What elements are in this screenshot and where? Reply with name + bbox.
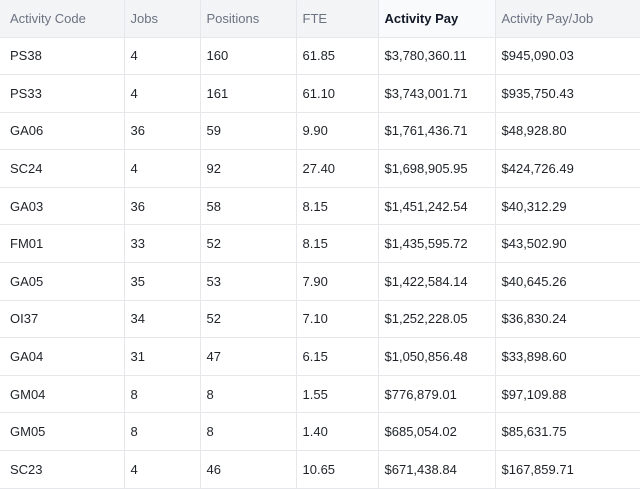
- cell-activity-pay-per-job: $935,750.43: [495, 74, 640, 113]
- cell-activity-pay-per-job: $97,109.88: [495, 375, 640, 414]
- table-header: Activity Code Jobs Positions FTE Activit…: [0, 0, 640, 38]
- table-row[interactable]: GM05 8 8 1.40 $685,054.02 $85,631.75: [0, 412, 640, 452]
- cell-activity-code: GM05: [0, 412, 125, 452]
- cell-activity-pay: $1,761,436.71: [378, 112, 496, 151]
- cell-fte: 10.65: [296, 450, 379, 489]
- cell-jobs: 4: [124, 149, 201, 188]
- cell-fte: 6.15: [296, 337, 379, 376]
- header-row: Activity Code Jobs Positions FTE Activit…: [0, 0, 640, 38]
- cell-activity-code: GA03: [0, 187, 125, 226]
- cell-jobs: 33: [124, 224, 201, 264]
- cell-fte: 7.10: [296, 300, 379, 339]
- cell-activity-pay-per-job: $945,090.03: [495, 37, 640, 76]
- cell-jobs: 4: [124, 74, 201, 113]
- cell-activity-pay: $3,743,001.71: [378, 74, 496, 113]
- cell-activity-pay: $3,780,360.11: [378, 37, 496, 76]
- cell-activity-pay-per-job: $40,312.29: [495, 187, 640, 226]
- cell-positions: 46: [200, 450, 297, 489]
- cell-activity-code: SC24: [0, 149, 125, 188]
- cell-fte: 7.90: [296, 262, 379, 301]
- column-header-activity-code[interactable]: Activity Code: [0, 0, 125, 38]
- cell-fte: 61.10: [296, 74, 379, 113]
- table-body: PS38 4 160 61.85 $3,780,360.11 $945,090.03 PS3…: [0, 37, 640, 489]
- cell-activity-pay: $671,438.84: [378, 450, 496, 489]
- cell-positions: 8: [200, 375, 297, 414]
- cell-activity-code: SC23: [0, 450, 125, 489]
- cell-activity-pay-per-job: $48,928.80: [495, 112, 640, 151]
- cell-activity-pay: $1,050,856.48: [378, 337, 496, 376]
- cell-activity-code: PS38: [0, 37, 125, 76]
- cell-jobs: 4: [124, 450, 201, 489]
- cell-positions: 47: [200, 337, 297, 376]
- cell-jobs: 8: [124, 375, 201, 414]
- cell-activity-pay: $1,422,584.14: [378, 262, 496, 301]
- cell-positions: 8: [200, 412, 297, 452]
- cell-activity-code: GA04: [0, 337, 125, 376]
- table-row[interactable]: GM04 8 8 1.55 $776,879.01 $97,109.88: [0, 375, 640, 414]
- cell-activity-pay: $1,252,228.05: [378, 300, 496, 339]
- column-header-jobs[interactable]: Jobs: [124, 0, 201, 38]
- table-row[interactable]: GA04 31 47 6.15 $1,050,856.48 $33,898.60: [0, 337, 640, 376]
- cell-fte: 8.15: [296, 224, 379, 264]
- cell-jobs: 4: [124, 37, 201, 76]
- cell-activity-pay-per-job: $167,859.71: [495, 450, 640, 489]
- column-header-positions[interactable]: Positions: [200, 0, 297, 38]
- cell-jobs: 36: [124, 187, 201, 226]
- cell-jobs: 36: [124, 112, 201, 151]
- table-row[interactable]: GA05 35 53 7.90 $1,422,584.14 $40,645.26: [0, 262, 640, 301]
- cell-activity-pay: $1,451,242.54: [378, 187, 496, 226]
- cell-positions: 59: [200, 112, 297, 151]
- cell-activity-code: OI37: [0, 300, 125, 339]
- cell-fte: 27.40: [296, 149, 379, 188]
- cell-jobs: 34: [124, 300, 201, 339]
- cell-fte: 1.40: [296, 412, 379, 452]
- cell-positions: 53: [200, 262, 297, 301]
- cell-fte: 8.15: [296, 187, 379, 226]
- table-row[interactable]: FM01 33 52 8.15 $1,435,595.72 $43,502.90: [0, 224, 640, 264]
- cell-activity-pay: $1,698,905.95: [378, 149, 496, 188]
- cell-activity-pay-per-job: $40,645.26: [495, 262, 640, 301]
- column-header-activity-pay-per-job[interactable]: Activity Pay/Job: [495, 0, 640, 38]
- cell-activity-code: GM04: [0, 375, 125, 414]
- cell-activity-pay-per-job: $85,631.75: [495, 412, 640, 452]
- cell-positions: 160: [200, 37, 297, 76]
- cell-positions: 52: [200, 300, 297, 339]
- cell-activity-pay: $1,435,595.72: [378, 224, 496, 264]
- table-row[interactable]: SC24 4 92 27.40 $1,698,905.95 $424,726.49: [0, 149, 640, 188]
- cell-jobs: 8: [124, 412, 201, 452]
- cell-positions: 52: [200, 224, 297, 264]
- table-row[interactable]: SC23 4 46 10.65 $671,438.84 $167,859.71: [0, 450, 640, 489]
- column-header-activity-pay[interactable]: Activity Pay: [378, 0, 496, 38]
- table-row[interactable]: OI37 34 52 7.10 $1,252,228.05 $36,830.24: [0, 300, 640, 339]
- cell-positions: 161: [200, 74, 297, 113]
- cell-fte: 61.85: [296, 37, 379, 76]
- cell-activity-code: GA05: [0, 262, 125, 301]
- cell-activity-pay-per-job: $36,830.24: [495, 300, 640, 339]
- cell-positions: 58: [200, 187, 297, 226]
- table-row[interactable]: GA03 36 58 8.15 $1,451,242.54 $40,312.29: [0, 187, 640, 226]
- table-row[interactable]: PS38 4 160 61.85 $3,780,360.11 $945,090.03: [0, 37, 640, 76]
- table-row[interactable]: PS33 4 161 61.10 $3,743,001.71 $935,750.43: [0, 74, 640, 113]
- column-header-fte[interactable]: FTE: [296, 0, 379, 38]
- cell-positions: 92: [200, 149, 297, 188]
- cell-activity-code: FM01: [0, 224, 125, 264]
- cell-activity-pay-per-job: $33,898.60: [495, 337, 640, 376]
- table-row[interactable]: GA06 36 59 9.90 $1,761,436.71 $48,928.80: [0, 112, 640, 151]
- cell-activity-pay-per-job: $43,502.90: [495, 224, 640, 264]
- cell-fte: 9.90: [296, 112, 379, 151]
- cell-activity-pay-per-job: $424,726.49: [495, 149, 640, 188]
- cell-jobs: 31: [124, 337, 201, 376]
- cell-activity-pay: $776,879.01: [378, 375, 496, 414]
- cell-activity-code: PS33: [0, 74, 125, 113]
- cell-jobs: 35: [124, 262, 201, 301]
- cell-fte: 1.55: [296, 375, 379, 414]
- cell-activity-code: GA06: [0, 112, 125, 151]
- cell-activity-pay: $685,054.02: [378, 412, 496, 452]
